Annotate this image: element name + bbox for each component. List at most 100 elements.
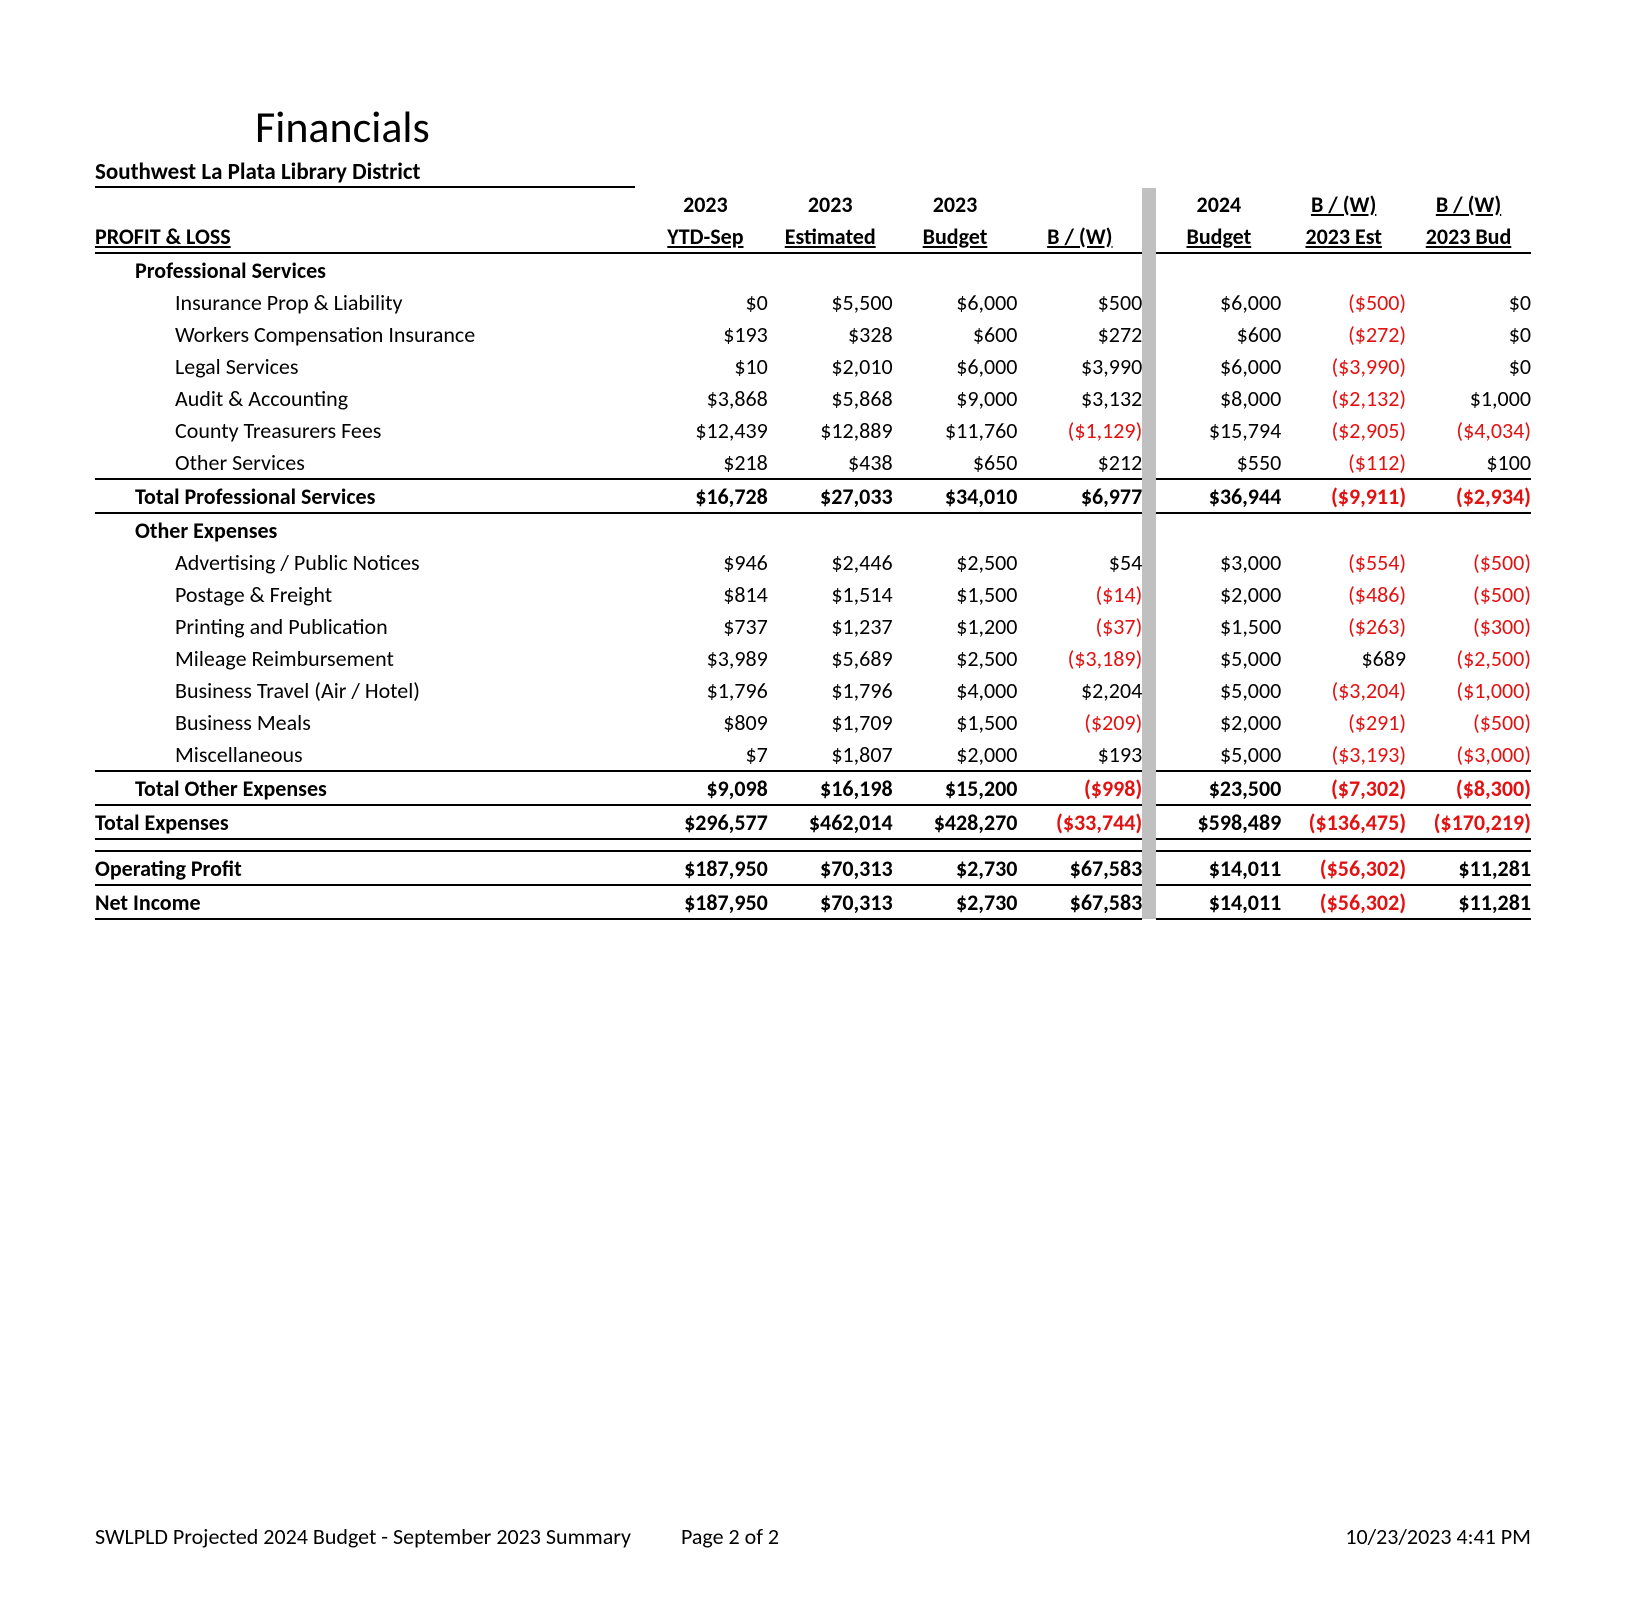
separator-column xyxy=(1142,253,1156,286)
cell: $814 xyxy=(643,578,768,610)
cell: $598,489 xyxy=(1156,805,1281,839)
cell: $12,439 xyxy=(643,414,768,446)
cell: ($209) xyxy=(1017,706,1142,738)
cell: $6,000 xyxy=(893,286,1018,318)
cell: $5,000 xyxy=(1156,642,1281,674)
cell: $2,730 xyxy=(893,851,1018,885)
cell: ($3,990) xyxy=(1281,350,1406,382)
cell: ($486) xyxy=(1281,578,1406,610)
cell: Total Other Expenses xyxy=(95,771,643,805)
cell: ($1,000) xyxy=(1406,674,1531,706)
cell: ($2,500) xyxy=(1406,642,1531,674)
header-row-1: 2023202320232024B / (W)B / (W) xyxy=(95,188,1531,220)
header-cell xyxy=(1017,188,1142,220)
cell: $462,014 xyxy=(768,805,893,839)
cell: $1,000 xyxy=(1406,382,1531,414)
cell: ($3,193) xyxy=(1281,738,1406,771)
cell: Advertising / Public Notices xyxy=(95,546,643,578)
header-cell: 2023 xyxy=(643,188,768,220)
cell: $3,000 xyxy=(1156,546,1281,578)
header-cell: 2023 xyxy=(893,188,1018,220)
cell: Operating Profit xyxy=(95,851,643,885)
cell: ($56,302) xyxy=(1281,885,1406,919)
cell: $0 xyxy=(1406,286,1531,318)
table-row: Total Expenses$296,577$462,014$428,270($… xyxy=(95,805,1531,839)
table-row: Legal Services$10$2,010$6,000$3,990$6,00… xyxy=(95,350,1531,382)
table-row: Workers Compensation Insurance$193$328$6… xyxy=(95,318,1531,350)
separator-column xyxy=(1142,885,1156,919)
cell xyxy=(768,253,893,286)
cell: $6,977 xyxy=(1017,479,1142,513)
spacer-row xyxy=(95,839,1531,851)
separator-column xyxy=(1142,578,1156,610)
cell: Miscellaneous xyxy=(95,738,643,771)
table-row: Business Meals$809$1,709$1,500($209)$2,0… xyxy=(95,706,1531,738)
cell: $2,000 xyxy=(893,738,1018,771)
cell: ($554) xyxy=(1281,546,1406,578)
cell: $16,728 xyxy=(643,479,768,513)
cell: ($3,000) xyxy=(1406,738,1531,771)
cell: $212 xyxy=(1017,446,1142,479)
cell: $809 xyxy=(643,706,768,738)
header-cell: B / (W) xyxy=(1281,188,1406,220)
cell xyxy=(768,513,893,546)
cell: ($291) xyxy=(1281,706,1406,738)
cell xyxy=(1281,253,1406,286)
header-cell: Estimated xyxy=(768,220,893,253)
cell: $1,237 xyxy=(768,610,893,642)
cell: Workers Compensation Insurance xyxy=(95,318,643,350)
cell: $2,010 xyxy=(768,350,893,382)
separator-column xyxy=(1142,479,1156,513)
cell: $2,500 xyxy=(893,642,1018,674)
table-row: Total Professional Services$16,728$27,03… xyxy=(95,479,1531,513)
cell xyxy=(768,839,893,851)
cell xyxy=(893,253,1018,286)
cell: ($8,300) xyxy=(1406,771,1531,805)
cell: ($37) xyxy=(1017,610,1142,642)
footer: SWLPLD Projected 2024 Budget - September… xyxy=(95,1523,1531,1550)
cell: ($56,302) xyxy=(1281,851,1406,885)
financials-table: 2023202320232024B / (W)B / (W)PROFIT & L… xyxy=(95,188,1531,920)
cell: $10 xyxy=(643,350,768,382)
cell: Audit & Accounting xyxy=(95,382,643,414)
cell: ($1,129) xyxy=(1017,414,1142,446)
cell: Other Expenses xyxy=(95,513,643,546)
separator-column xyxy=(1142,286,1156,318)
cell: ($3,189) xyxy=(1017,642,1142,674)
header-cell: 2023 Est xyxy=(1281,220,1406,253)
cell xyxy=(893,513,1018,546)
cell: $3,989 xyxy=(643,642,768,674)
cell: Business Travel (Air / Hotel) xyxy=(95,674,643,706)
separator-column xyxy=(1142,642,1156,674)
cell: $1,200 xyxy=(893,610,1018,642)
cell: Mileage Reimbursement xyxy=(95,642,643,674)
cell xyxy=(1017,839,1142,851)
cell xyxy=(1406,253,1531,286)
cell: County Treasurers Fees xyxy=(95,414,643,446)
cell xyxy=(1156,253,1281,286)
page: Financials Southwest La Plata Library Di… xyxy=(0,0,1626,1620)
cell xyxy=(643,253,768,286)
cell xyxy=(1017,513,1142,546)
cell: $296,577 xyxy=(643,805,768,839)
cell: $600 xyxy=(893,318,1018,350)
cell: ($4,034) xyxy=(1406,414,1531,446)
cell: $5,000 xyxy=(1156,738,1281,771)
separator-column xyxy=(1142,446,1156,479)
cell: $14,011 xyxy=(1156,885,1281,919)
header-cell: B / (W) xyxy=(1406,188,1531,220)
cell xyxy=(95,839,643,851)
cell: $600 xyxy=(1156,318,1281,350)
cell: $5,500 xyxy=(768,286,893,318)
cell xyxy=(1017,253,1142,286)
cell: $67,583 xyxy=(1017,885,1142,919)
cell: Insurance Prop & Liability xyxy=(95,286,643,318)
separator-column xyxy=(1142,546,1156,578)
cell: $15,794 xyxy=(1156,414,1281,446)
table-row: County Treasurers Fees$12,439$12,889$11,… xyxy=(95,414,1531,446)
cell: $70,313 xyxy=(768,851,893,885)
separator-column xyxy=(1142,738,1156,771)
cell: $67,583 xyxy=(1017,851,1142,885)
cell: $54 xyxy=(1017,546,1142,578)
cell: ($500) xyxy=(1406,546,1531,578)
